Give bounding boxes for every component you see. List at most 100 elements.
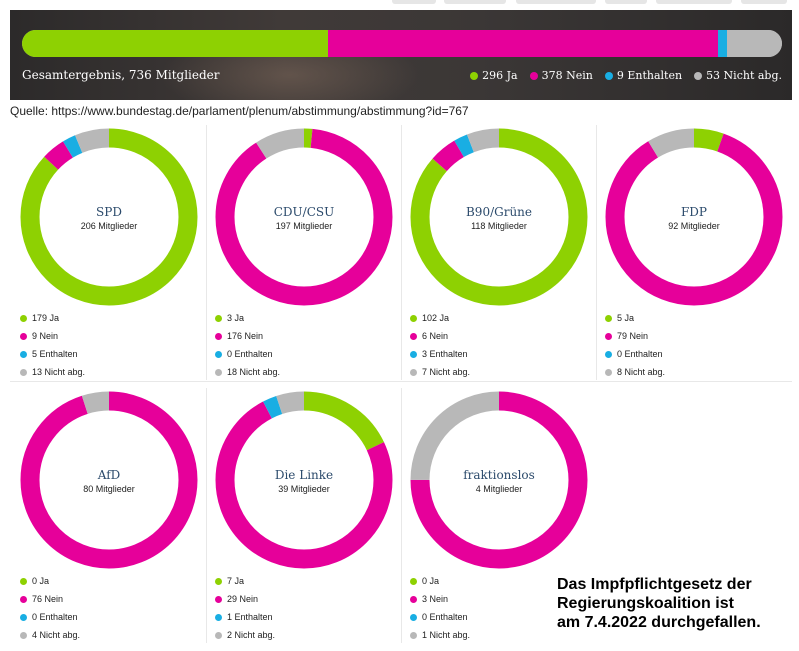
- note-line: am 7.4.2022 durchgefallen.: [557, 614, 761, 631]
- party-chart-card: FDP 92 Mitglieder 5 Ja 79 Nein 0 Enthalten 8 …: [605, 128, 795, 380]
- legend-item-nicht: 18 Nicht abg.: [215, 363, 280, 381]
- legend-item-ja: 179 Ja: [20, 309, 85, 327]
- legend-label: 2 Nicht abg.: [227, 630, 276, 640]
- legend-item-nicht: 1 Nicht abg.: [410, 626, 470, 644]
- legend-dot: [215, 350, 222, 358]
- party-donut-chart: [20, 391, 198, 569]
- legend-item-nicht: 4 Nicht abg.: [20, 626, 80, 644]
- overall-legend-nein-text: 378 Nein: [541, 69, 593, 82]
- overall-label: Gesamtergebnis, 736 Mitglieder: [22, 68, 220, 82]
- legend-label: 179 Ja: [32, 313, 60, 323]
- overall-bar-enthalten: [717, 30, 728, 57]
- legend-label: 0 Enthalten: [32, 612, 78, 622]
- legend-label: 79 Nein: [617, 331, 649, 341]
- party-members: 4 Mitglieder: [475, 484, 523, 494]
- party-name: CDU/CSU: [273, 205, 335, 219]
- legend-item-enthalten: 1 Enthalten: [215, 608, 275, 626]
- donut-slice-nicht: [20, 128, 198, 306]
- donut-slice-nicht: [410, 128, 588, 306]
- legend-item-nein: 76 Nein: [20, 590, 80, 608]
- legend-dot: [410, 613, 417, 621]
- legend-label: 13 Nicht abg.: [32, 367, 86, 377]
- party-donut-chart: [215, 391, 393, 569]
- top-tab[interactable]: [516, 0, 596, 4]
- legend-item-nein: 79 Nein: [605, 327, 665, 345]
- legend-dot: [20, 350, 27, 358]
- legend-item-nicht: 13 Nicht abg.: [20, 363, 85, 381]
- legend-dot: [215, 577, 222, 585]
- top-strip: [0, 0, 799, 10]
- legend-dot: [20, 613, 27, 621]
- overall-legend: 296 Ja 378 Nein 9 Enthalten 53 Nicht abg…: [470, 69, 782, 82]
- overall-legend-enthalten: 9 Enthalten: [604, 69, 682, 82]
- donut-slice-nicht: [215, 128, 393, 306]
- legend-label: 0 Ja: [32, 576, 50, 586]
- party-chart-card: Die Linke 39 Mitglieder 7 Ja 29 Nein 1 Entha…: [215, 391, 405, 643]
- legend-item-nicht: 7 Nicht abg.: [410, 363, 470, 381]
- overall-bar-nicht: [727, 30, 782, 57]
- legend-dot: [410, 577, 417, 585]
- legend-dot: [605, 350, 612, 358]
- top-tab[interactable]: [392, 0, 436, 4]
- party-chart-card: SPD 206 Mitglieder 179 Ja 9 Nein 5 Enthalten…: [20, 128, 210, 380]
- party-members: 80 Mitglieder: [83, 484, 135, 494]
- legend-dot: [605, 314, 612, 322]
- legend-label: 29 Nein: [227, 594, 259, 604]
- top-tab[interactable]: [741, 0, 787, 4]
- legend-dot: [20, 332, 27, 340]
- legend-label: 9 Nein: [32, 331, 59, 341]
- legend-dot: [470, 71, 479, 80]
- legend-item-nicht: 8 Nicht abg.: [605, 363, 665, 381]
- donut-slice-nein: [605, 128, 783, 306]
- top-tab[interactable]: [605, 0, 647, 4]
- legend-label: 3 Ja: [227, 313, 245, 323]
- party-chart-card: fraktionslos 4 Mitglieder 0 Ja 3 Nein 0 Enth…: [410, 391, 600, 643]
- legend-label: 1 Enthalten: [227, 612, 273, 622]
- legend-item-ja: 3 Ja: [215, 309, 280, 327]
- overall-legend-nein: 378 Nein: [529, 69, 593, 82]
- legend-label: 7 Ja: [227, 576, 245, 586]
- legend-dot: [604, 71, 613, 80]
- legend-item-enthalten: 0 Enthalten: [20, 608, 80, 626]
- party-donut-chart: [20, 128, 198, 306]
- legend-dot: [694, 71, 703, 80]
- legend-item-ja: 102 Ja: [410, 309, 470, 327]
- legend-dot: [20, 577, 27, 585]
- legend-dot: [410, 332, 417, 340]
- legend-label: 6 Nein: [422, 331, 449, 341]
- party-legend: 5 Ja 79 Nein 0 Enthalten 8 Nicht abg.: [605, 309, 665, 381]
- legend-label: 5 Enthalten: [32, 349, 78, 359]
- top-tab[interactable]: [656, 0, 732, 4]
- party-legend: 0 Ja 76 Nein 0 Enthalten 4 Nicht abg.: [20, 572, 80, 644]
- legend-label: 0 Enthalten: [227, 349, 273, 359]
- party-donut-chart: [605, 128, 783, 306]
- legend-dot: [215, 595, 222, 603]
- overall-legend-nicht: 53 Nicht abg.: [694, 69, 782, 82]
- legend-item-enthalten: 3 Enthalten: [410, 345, 470, 363]
- top-tab[interactable]: [444, 0, 506, 4]
- legend-label: 1 Nicht abg.: [422, 630, 471, 640]
- legend-dot: [20, 595, 27, 603]
- legend-dot: [215, 368, 222, 376]
- legend-label: 4 Nicht abg.: [32, 630, 81, 640]
- legend-dot: [215, 332, 222, 340]
- legend-item-ja: 0 Ja: [20, 572, 80, 590]
- party-legend: 179 Ja 9 Nein 5 Enthalten 13 Nicht abg.: [20, 309, 85, 381]
- party-name: FDP: [680, 205, 708, 219]
- overall-legend-ja: 296 Ja: [470, 69, 518, 82]
- party-name: Die Linke: [274, 468, 334, 482]
- party-name: B90/Grüne: [465, 205, 532, 219]
- grid-divider: [401, 388, 402, 643]
- legend-dot: [410, 631, 417, 639]
- donut-slice-nicht: [410, 391, 588, 569]
- legend-item-nein: 6 Nein: [410, 327, 470, 345]
- party-name: fraktionslos: [463, 468, 535, 482]
- legend-item-nein: 29 Nein: [215, 590, 275, 608]
- legend-label: 8 Nicht abg.: [617, 367, 666, 377]
- party-legend: 7 Ja 29 Nein 1 Enthalten 2 Nicht abg.: [215, 572, 275, 644]
- donut-slice-nicht: [215, 391, 393, 569]
- overall-result-bar: [22, 30, 782, 57]
- legend-label: 102 Ja: [422, 313, 450, 323]
- grid-divider: [206, 125, 207, 380]
- party-members: 39 Mitglieder: [278, 484, 330, 494]
